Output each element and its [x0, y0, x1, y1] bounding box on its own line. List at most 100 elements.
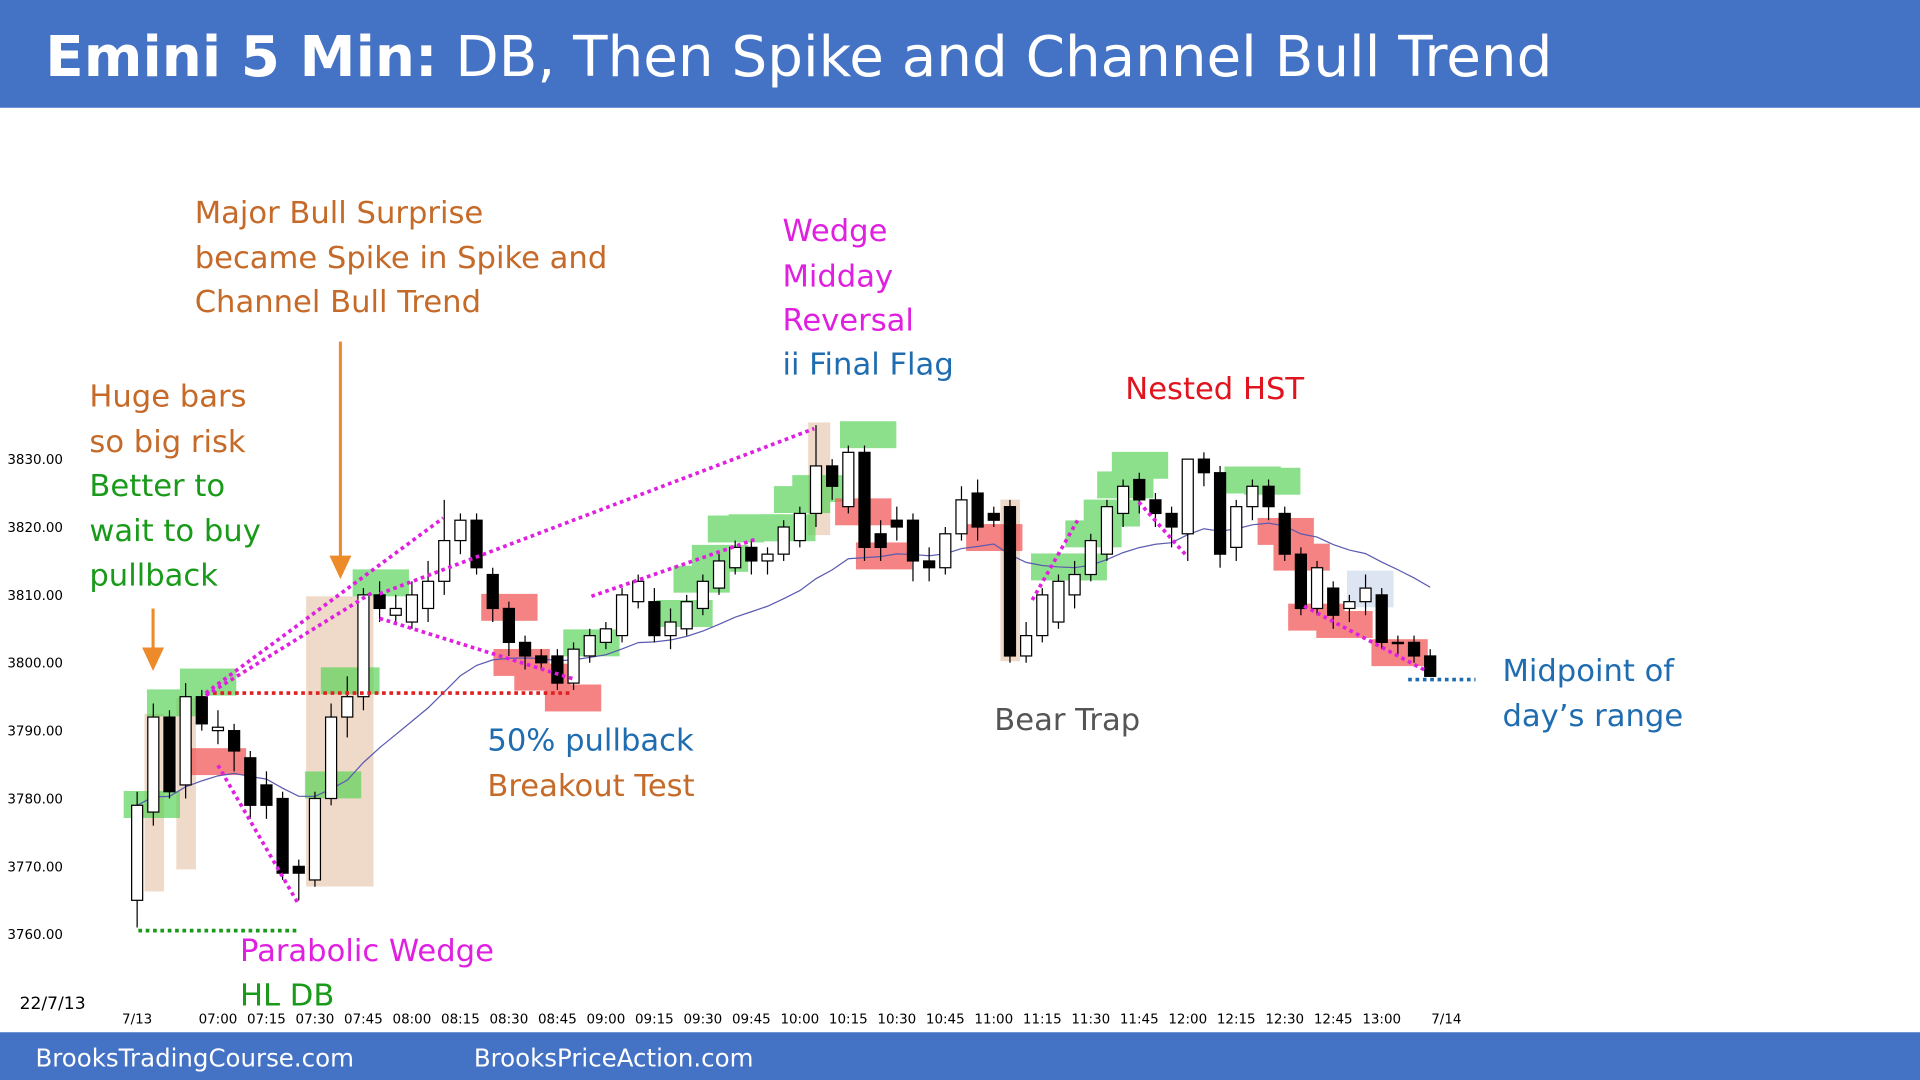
annotation: Channel Bull Trend: [195, 285, 481, 320]
candle-body: [1181, 458, 1194, 535]
y-tick-label: 3810.00: [7, 589, 63, 604]
x-tick-label: 08:30: [490, 1013, 529, 1028]
footer-left: BrooksTradingCourse.com: [36, 1044, 354, 1073]
candle-body: [1391, 641, 1404, 645]
candle-body: [858, 451, 871, 548]
candle-body: [163, 716, 176, 793]
candle-body: [987, 512, 1000, 521]
annotation: Wedge: [782, 214, 887, 249]
candle-body: [1310, 567, 1324, 610]
x-tick-label: 12:00: [1168, 1013, 1207, 1028]
annotation: Breakout Test: [487, 769, 694, 804]
y-tick-label: 3780.00: [7, 792, 63, 807]
trendline: [1030, 519, 1080, 601]
candle-body: [324, 716, 338, 800]
candle-body: [131, 804, 144, 901]
candle-body: [1230, 506, 1243, 548]
candle-body: [971, 492, 984, 528]
annotation: became Spike in Spike and: [195, 241, 608, 276]
x-tick-label: 7/14: [1431, 1013, 1461, 1028]
annotation: Major Bull Surprise: [195, 196, 484, 231]
x-tick-label: 07:30: [296, 1013, 335, 1028]
y-tick-label: 3790.00: [7, 725, 63, 740]
candle-body: [535, 655, 548, 664]
y-tick-label: 3770.00: [7, 860, 63, 875]
annotation: Nested HST: [1125, 372, 1304, 407]
candle-body: [373, 594, 386, 610]
candle-body: [1100, 506, 1114, 555]
candle-body: [1262, 485, 1275, 508]
candle-body: [1213, 472, 1227, 555]
candle-body: [696, 580, 709, 610]
candle-body: [777, 526, 790, 555]
candle-body: [1133, 478, 1146, 501]
candle-body: [1246, 485, 1259, 508]
candle-body: [842, 451, 855, 508]
x-tick-label: 10:30: [877, 1013, 916, 1028]
candle-body: [147, 716, 160, 813]
trendline: [204, 591, 374, 698]
y-tick-label: 3830.00: [7, 453, 63, 468]
title-bold: Emini 5 Min:: [45, 25, 437, 90]
footer-right: BrooksPriceAction.com: [474, 1044, 754, 1073]
candle-body: [1327, 587, 1340, 616]
x-tick-label: 13:00: [1362, 1013, 1401, 1028]
candle-body: [939, 533, 952, 569]
candle-body: [745, 546, 758, 562]
x-tick-label: 08:00: [393, 1013, 432, 1028]
candle-body: [955, 499, 968, 535]
annotations: Major Bull Surprise became Spike in Spik…: [20, 196, 1684, 1014]
candle-body: [1084, 539, 1097, 576]
candle-body: [421, 580, 435, 610]
candle-body: [244, 757, 257, 806]
y-tick-label: 3760.00: [7, 928, 63, 943]
arrowhead: [142, 647, 165, 671]
x-tick-label: 08:15: [441, 1013, 480, 1028]
x-tick-label: 09:15: [635, 1013, 674, 1028]
candle-body: [1424, 655, 1437, 677]
candle-body: [761, 553, 774, 562]
arrows: [142, 341, 352, 671]
x-tick-label: 12:15: [1217, 1013, 1256, 1028]
x-tick-label: 11:30: [1071, 1013, 1110, 1028]
candle-body: [470, 519, 483, 569]
candle-body: [1036, 594, 1049, 637]
candle-body: [454, 519, 467, 542]
candle-body: [632, 580, 645, 603]
candle-body: [1278, 512, 1291, 555]
trendline: [1137, 500, 1190, 559]
annotation: Midpoint of: [1502, 654, 1675, 689]
annotation: 50% pullback: [487, 724, 694, 759]
annotation: day’s range: [1502, 699, 1683, 734]
trendline: [1303, 604, 1428, 673]
trendline: [379, 616, 577, 682]
candle-body: [1375, 594, 1388, 644]
candle-body: [260, 784, 273, 806]
annotation: wait to buy: [89, 514, 260, 549]
candle-body: [680, 601, 693, 630]
candle-body: [195, 696, 208, 725]
candle-body: [389, 607, 402, 616]
candle-body: [227, 730, 241, 752]
candle-body: [1052, 580, 1065, 623]
candle-body: [405, 594, 419, 623]
candle-body: [826, 465, 839, 487]
candle-body: [1294, 553, 1308, 610]
candle-body: [438, 539, 451, 582]
candle-body: [551, 655, 564, 684]
annotation: Huge bars: [89, 380, 246, 415]
candle-body: [729, 546, 742, 569]
candle-body: [357, 594, 370, 698]
x-tick-label: 07:00: [199, 1013, 238, 1028]
candle-body: [341, 696, 354, 718]
candle-body: [1003, 506, 1017, 657]
candle-body: [809, 465, 823, 515]
annotation: Reversal: [782, 304, 913, 339]
x-tick-label: 7/13: [122, 1013, 152, 1028]
candle-body: [502, 607, 516, 644]
header-bar: [0, 0, 1920, 108]
candle-body: [211, 726, 225, 732]
annotation: Parabolic Wedge: [240, 934, 494, 969]
candle-body: [1359, 587, 1372, 603]
